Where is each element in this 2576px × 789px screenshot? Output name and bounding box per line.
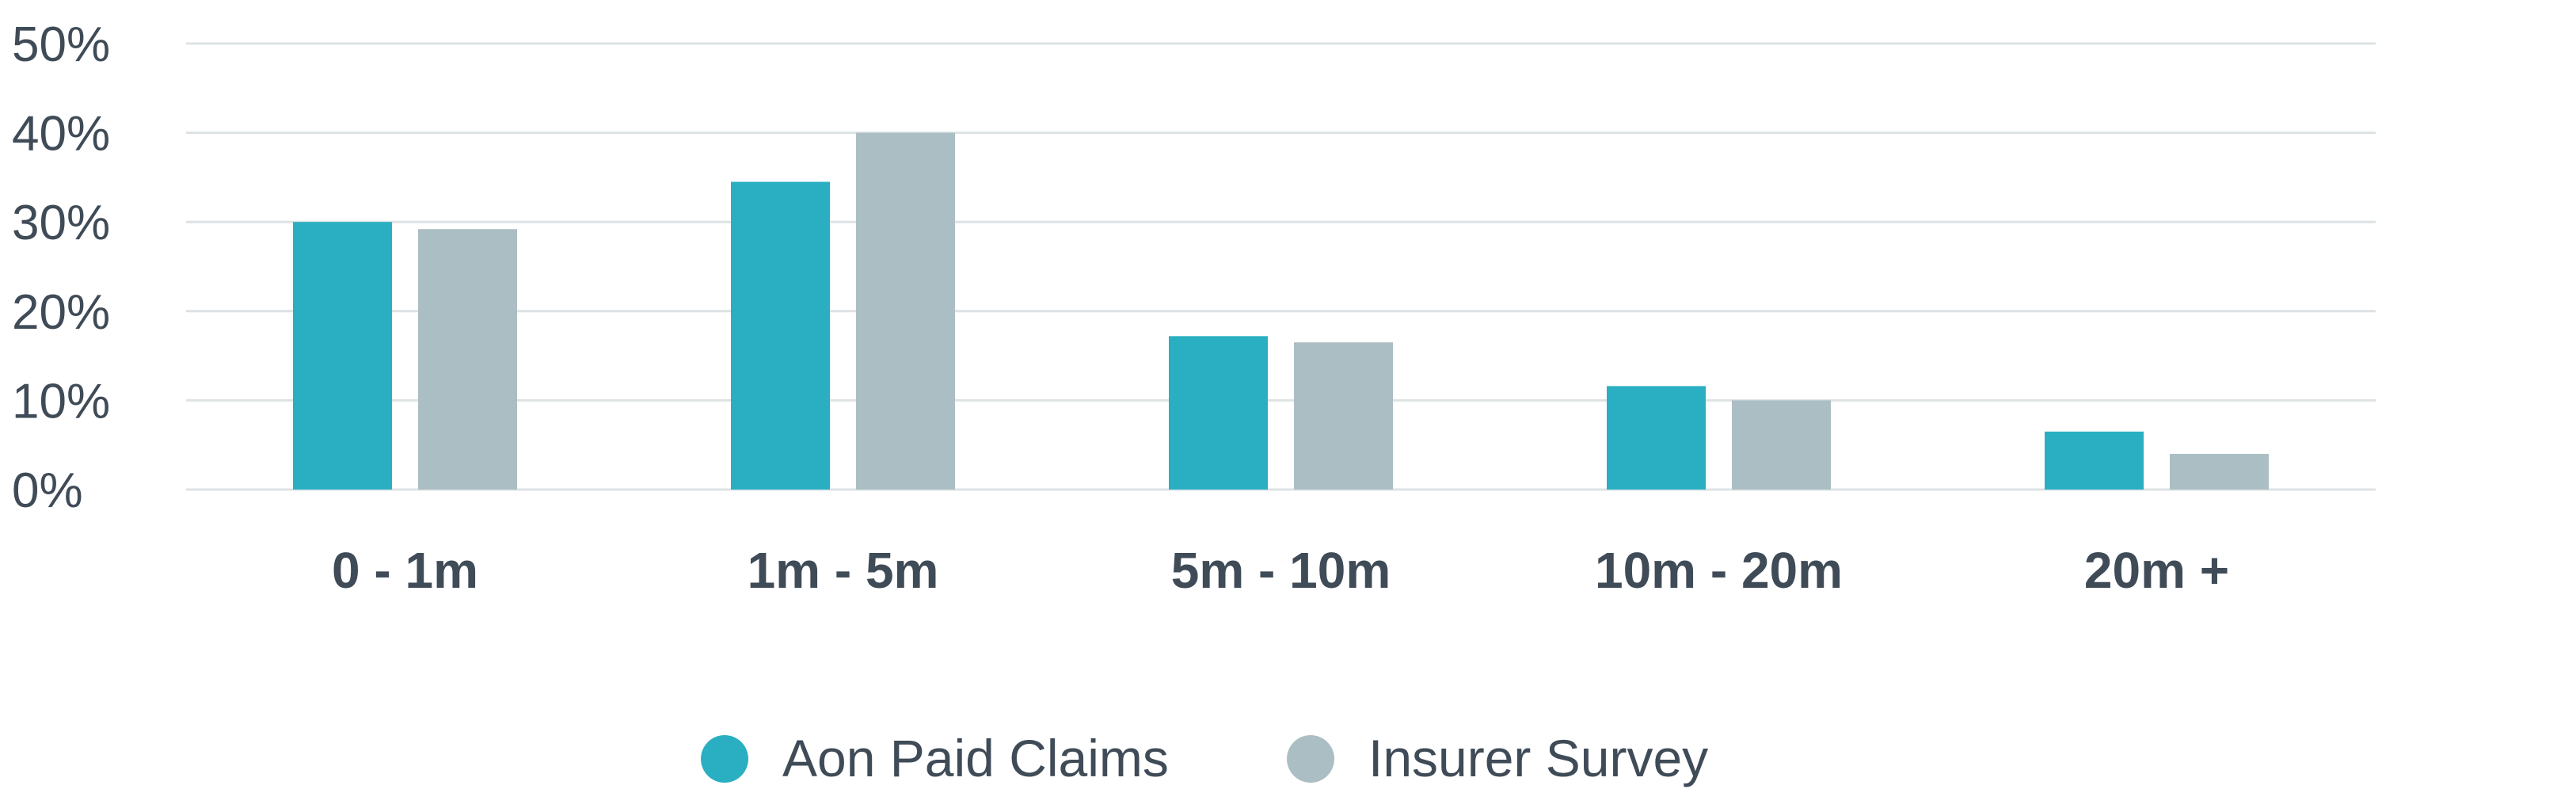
x-category-label: 1m - 5m [748,542,939,599]
bar-aon-paid-claims [1169,336,1268,490]
legend: Aon Paid Claims Insurer Survey [701,729,1708,787]
y-tick-label: 10% [12,374,110,429]
x-category-label: 10m - 20m [1595,542,1843,599]
y-tick-label: 30% [12,196,110,250]
bar-insurer-survey [418,229,517,490]
bar-insurer-survey [856,132,955,490]
legend-swatch [701,735,748,783]
legend-swatch [1287,735,1334,783]
bar-insurer-survey [1732,400,1831,490]
y-tick-label: 40% [12,107,110,162]
bar-aon-paid-claims [731,181,830,490]
x-category-label: 0 - 1m [332,542,478,599]
x-axis-categories: 0 - 1m 1m - 5m 5m - 10m 10m - 20m 20m + [332,542,2229,599]
legend-label: Aon Paid Claims [782,729,1169,787]
x-category-label: 20m + [2084,542,2229,599]
legend-label: Insurer Survey [1368,729,1708,787]
bar-insurer-survey [2170,453,2269,490]
bar-aon-paid-claims [2045,431,2144,490]
x-category-label: 5m - 10m [1171,542,1391,599]
gridlines [186,42,2376,491]
bars [293,132,2269,490]
y-axis-ticks: 0% 10% 20% 30% 40% 50% [12,17,110,518]
bar-aon-paid-claims [293,222,392,490]
bar-aon-paid-claims [1607,386,1706,490]
y-tick-label: 50% [12,17,110,72]
y-tick-label: 0% [12,463,83,518]
y-tick-label: 20% [12,285,110,340]
bar-insurer-survey [1294,342,1393,490]
